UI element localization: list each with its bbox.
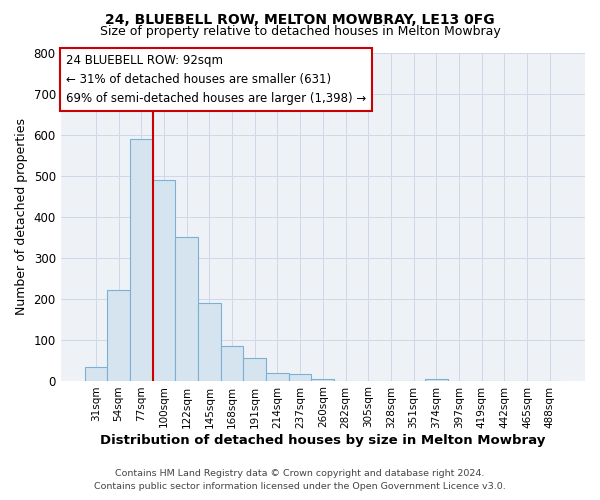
Text: Contains HM Land Registry data © Crown copyright and database right 2024.
Contai: Contains HM Land Registry data © Crown c…	[94, 470, 506, 491]
Text: Size of property relative to detached houses in Melton Mowbray: Size of property relative to detached ho…	[100, 25, 500, 38]
Y-axis label: Number of detached properties: Number of detached properties	[15, 118, 28, 315]
Bar	[311, 378, 334, 380]
Bar	[175, 237, 198, 380]
Bar	[244, 358, 266, 380]
Text: 24, BLUEBELL ROW, MELTON MOWBRAY, LE13 0FG: 24, BLUEBELL ROW, MELTON MOWBRAY, LE13 0…	[105, 12, 495, 26]
Bar	[221, 346, 244, 380]
Bar	[266, 373, 289, 380]
Bar	[85, 368, 107, 380]
Bar	[152, 180, 175, 380]
Bar	[107, 290, 130, 380]
Text: 24 BLUEBELL ROW: 92sqm
← 31% of detached houses are smaller (631)
69% of semi-de: 24 BLUEBELL ROW: 92sqm ← 31% of detached…	[66, 54, 366, 105]
Bar	[130, 138, 152, 380]
Bar	[425, 378, 448, 380]
Bar	[198, 304, 221, 380]
X-axis label: Distribution of detached houses by size in Melton Mowbray: Distribution of detached houses by size …	[100, 434, 545, 448]
Bar	[289, 374, 311, 380]
